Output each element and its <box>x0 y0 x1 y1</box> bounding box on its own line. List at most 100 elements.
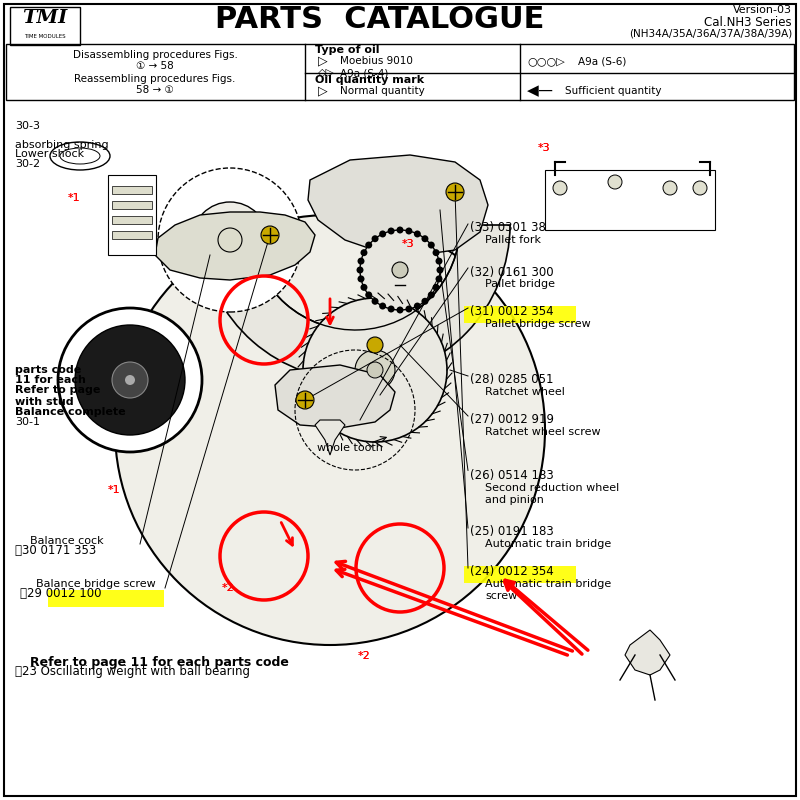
Text: *3: *3 <box>402 239 414 249</box>
Circle shape <box>361 284 367 291</box>
Ellipse shape <box>50 142 110 170</box>
Text: Ratchet wheel: Ratchet wheel <box>485 387 565 397</box>
Circle shape <box>358 258 365 265</box>
Circle shape <box>360 230 440 310</box>
Text: *3: *3 <box>538 143 550 153</box>
Bar <box>48 590 164 607</box>
Text: Oil quantity mark: Oil quantity mark <box>315 75 424 85</box>
Text: (24) 0012 354: (24) 0012 354 <box>470 566 554 578</box>
Circle shape <box>387 227 394 234</box>
Circle shape <box>663 181 677 195</box>
Circle shape <box>366 242 372 249</box>
Text: and pinion: and pinion <box>485 495 544 505</box>
Bar <box>108 175 156 255</box>
Bar <box>545 170 715 230</box>
Circle shape <box>58 308 202 452</box>
Circle shape <box>371 235 378 242</box>
Bar <box>112 186 152 194</box>
Text: Moebius 9010: Moebius 9010 <box>340 56 413 66</box>
Text: whole tooth: whole tooth <box>317 443 383 453</box>
Circle shape <box>366 291 372 298</box>
Circle shape <box>112 362 148 398</box>
Text: PARTS  CATALOGUE: PARTS CATALOGUE <box>215 6 545 34</box>
Circle shape <box>433 284 439 291</box>
Text: A9a (S-6): A9a (S-6) <box>578 56 626 66</box>
Text: Cal.NH3 Series: Cal.NH3 Series <box>704 15 792 29</box>
Text: Lower shock: Lower shock <box>15 150 84 159</box>
Bar <box>10 7 80 45</box>
Text: (25) 0191 183: (25) 0191 183 <box>470 526 554 538</box>
Circle shape <box>355 350 395 390</box>
Text: *2: *2 <box>222 583 234 593</box>
Circle shape <box>125 375 135 385</box>
Wedge shape <box>201 225 510 380</box>
Text: screw: screw <box>485 591 518 601</box>
Circle shape <box>553 181 567 195</box>
Text: TIME MODULES: TIME MODULES <box>24 34 66 39</box>
Circle shape <box>435 275 442 282</box>
Text: *3: *3 <box>538 143 550 153</box>
Text: with stud: with stud <box>15 398 74 407</box>
Polygon shape <box>308 155 488 255</box>
Circle shape <box>414 302 421 310</box>
Text: 30-1: 30-1 <box>15 418 40 427</box>
Circle shape <box>303 298 447 442</box>
Circle shape <box>446 183 464 201</box>
Circle shape <box>387 306 394 313</box>
Text: *2: *2 <box>358 651 370 661</box>
Text: *1: *1 <box>67 194 80 203</box>
Text: *2: *2 <box>358 651 370 661</box>
Text: ▷: ▷ <box>318 85 328 98</box>
Circle shape <box>608 175 622 189</box>
Text: ◀—: ◀— <box>527 83 554 98</box>
Text: Reassembling procedures Figs.: Reassembling procedures Figs. <box>74 74 236 84</box>
Circle shape <box>367 337 383 353</box>
Text: *1: *1 <box>107 485 120 494</box>
Text: parts code: parts code <box>15 365 82 374</box>
Circle shape <box>218 228 242 252</box>
Text: Pallet fork: Pallet fork <box>485 235 541 245</box>
Text: Balance cock: Balance cock <box>30 536 104 546</box>
Text: (32) 0161 300: (32) 0161 300 <box>470 266 554 278</box>
Circle shape <box>437 266 443 274</box>
Text: Balance bridge screw: Balance bridge screw <box>36 579 156 589</box>
Text: Pallet bridge screw: Pallet bridge screw <box>485 319 590 329</box>
Circle shape <box>379 302 386 310</box>
Text: 30-2: 30-2 <box>15 159 40 169</box>
Polygon shape <box>155 212 315 280</box>
Text: Sufficient quantity: Sufficient quantity <box>565 86 662 96</box>
Circle shape <box>367 362 383 378</box>
Circle shape <box>392 262 408 278</box>
Circle shape <box>428 291 434 298</box>
Text: (28) 0285 051: (28) 0285 051 <box>470 374 554 386</box>
Text: ○○○▷: ○○○▷ <box>527 56 565 66</box>
Polygon shape <box>625 630 670 675</box>
Text: ▷: ▷ <box>318 54 328 67</box>
Circle shape <box>296 391 314 409</box>
Text: ① → 58: ① → 58 <box>136 61 174 71</box>
Text: Automatic train bridge: Automatic train bridge <box>485 539 611 549</box>
Text: 〈30 0171 353: 〈30 0171 353 <box>15 544 96 557</box>
Text: (26) 0514 183: (26) 0514 183 <box>470 470 554 482</box>
Text: Type of oil: Type of oil <box>315 45 379 55</box>
Text: 11 for each: 11 for each <box>15 375 86 385</box>
Circle shape <box>75 325 185 435</box>
Text: Second reduction wheel: Second reduction wheel <box>485 483 619 493</box>
Bar <box>6 44 794 100</box>
Text: 〈23 Oscillating weight with ball bearing: 〈23 Oscillating weight with ball bearing <box>15 666 250 678</box>
Circle shape <box>115 215 545 645</box>
Circle shape <box>361 249 367 256</box>
Text: (NH34A/35A/36A/37A/38A/39A): (NH34A/35A/36A/37A/38A/39A) <box>629 29 792 39</box>
Bar <box>464 306 576 323</box>
Circle shape <box>397 306 403 314</box>
Text: TMI: TMI <box>22 9 68 27</box>
Circle shape <box>379 230 386 238</box>
Circle shape <box>192 202 268 278</box>
Text: *3: *3 <box>402 239 414 249</box>
Bar <box>112 216 152 224</box>
Text: A9a (S-4): A9a (S-4) <box>340 68 388 78</box>
Text: (27) 0012 919: (27) 0012 919 <box>470 414 554 426</box>
Text: Ratchet wheel screw: Ratchet wheel screw <box>485 427 601 437</box>
Bar <box>464 566 576 583</box>
Text: (33) 0301 383: (33) 0301 383 <box>470 222 554 234</box>
